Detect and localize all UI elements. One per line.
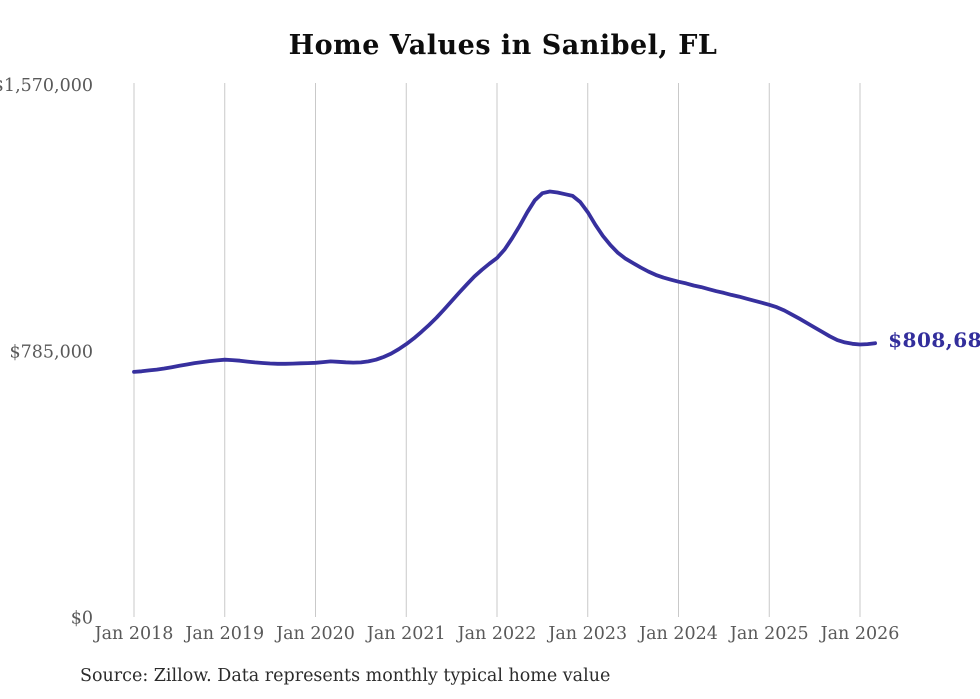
x-tick-label: Jan 2023 xyxy=(546,624,627,644)
home-value-line xyxy=(132,189,877,374)
x-tick-label: Jan 2020 xyxy=(274,624,355,644)
x-tick-label: Jan 2022 xyxy=(456,624,537,644)
x-tick-label: Jan 2026 xyxy=(819,624,900,644)
x-tick-label: Jan 2019 xyxy=(183,624,264,644)
x-tick-label: Jan 2021 xyxy=(365,624,446,644)
end-value-label: $808,687 xyxy=(888,328,980,352)
y-tick-label: $0 xyxy=(71,609,93,629)
chart-title: Home Values in Sanibel, FL xyxy=(288,30,718,61)
y-tick-label: $1,570,000 xyxy=(0,76,93,96)
y-tick-label: $785,000 xyxy=(9,342,93,362)
source-note: Source: Zillow. Data represents monthly … xyxy=(80,666,611,686)
x-tick-label: Jan 2018 xyxy=(93,624,174,644)
x-tick-label: Jan 2025 xyxy=(728,624,809,644)
x-tick-label: Jan 2024 xyxy=(637,624,718,644)
